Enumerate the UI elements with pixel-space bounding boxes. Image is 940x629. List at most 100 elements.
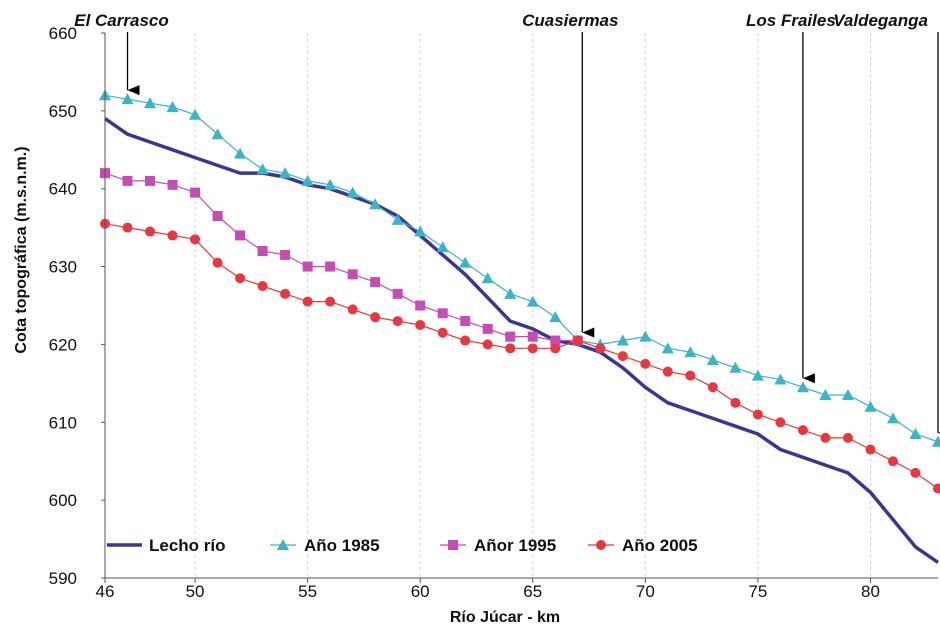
x-tick-label: 75 [748, 582, 767, 601]
legend-label: Año 2005 [622, 536, 698, 555]
data-point [437, 327, 448, 338]
data-point [301, 174, 314, 186]
data-point [347, 304, 358, 315]
data-point [189, 108, 202, 120]
legend-label: Añor 1995 [474, 536, 556, 555]
legend-item: Lecho río [107, 536, 226, 555]
data-point [448, 540, 458, 550]
data-point [212, 210, 223, 221]
data-point [526, 295, 539, 307]
data-point [481, 272, 494, 284]
data-point [504, 287, 517, 299]
y-tick-label: 610 [49, 413, 77, 432]
data-point [459, 256, 472, 268]
series-lecho-r-o [104, 117, 939, 564]
data-point [369, 198, 382, 210]
data-point [661, 342, 674, 354]
y-tick-label: 590 [49, 569, 77, 588]
x-tick-label: 70 [636, 582, 655, 601]
site-annotations: El Carrasco Cuasiermas Los FrailesValdegan… [74, 11, 940, 438]
data-point [864, 400, 877, 412]
data-point [166, 100, 179, 112]
data-point [729, 361, 742, 373]
data-point [234, 147, 247, 159]
data-point [617, 351, 628, 362]
data-point [437, 308, 448, 319]
data-point [482, 339, 493, 350]
legend-label: Lecho río [149, 536, 226, 555]
y-tick-label: 630 [49, 258, 77, 277]
site-label: Los Frailes [746, 11, 836, 30]
data-point [460, 316, 471, 327]
data-point [685, 370, 696, 381]
data-point [482, 323, 493, 334]
data-point [820, 432, 831, 443]
data-point [752, 409, 763, 420]
x-tick-label: 46 [96, 582, 115, 601]
data-point [616, 334, 629, 346]
data-point [190, 187, 201, 198]
data-point [684, 346, 697, 358]
data-point [346, 186, 359, 198]
data-point [167, 179, 178, 190]
data-point [414, 225, 427, 237]
data-point [596, 540, 606, 550]
legend: Lecho río Año 1985 Añor 1995 Año 2005 [107, 536, 698, 555]
x-tick-label: 55 [298, 582, 317, 601]
series-line [104, 94, 939, 443]
data-point [167, 230, 178, 241]
legend-label: Año 1985 [304, 536, 380, 555]
data-point [279, 167, 292, 179]
data-point [122, 175, 133, 186]
data-point [775, 417, 786, 428]
data-point [751, 369, 764, 381]
series-a-o-1985 [99, 89, 940, 447]
data-point [527, 331, 538, 342]
data-point [505, 331, 516, 342]
data-point [550, 335, 561, 346]
series-line [104, 223, 939, 489]
data-point [280, 249, 291, 260]
data-point [527, 343, 538, 354]
data-point [841, 389, 854, 401]
data-point [324, 178, 337, 190]
data-point [325, 296, 336, 307]
x-tick-label: 80 [861, 582, 880, 601]
data-point [706, 354, 719, 365]
series-a-o-2005 [100, 218, 940, 494]
data-point [302, 296, 313, 307]
x-tick-label: 50 [186, 582, 205, 601]
data-point [910, 467, 921, 478]
x-tick-label: 65 [523, 582, 542, 601]
data-point [415, 319, 426, 330]
data-point [662, 366, 673, 377]
data-point [933, 483, 940, 494]
data-point [392, 288, 403, 299]
series-line [104, 117, 939, 564]
data-point [392, 316, 403, 327]
data-point [640, 358, 651, 369]
data-point [302, 261, 313, 272]
data-point [505, 343, 516, 354]
site-label: Valdeganga [833, 11, 928, 30]
data-point [549, 311, 562, 323]
y-tick-label: 600 [49, 491, 77, 510]
data-point [256, 163, 269, 175]
x-axis-title: Río Júcar - km [450, 609, 560, 626]
data-point [886, 412, 899, 424]
data-point [280, 288, 291, 299]
legend-item: Año 1985 [270, 536, 380, 555]
data-point [325, 261, 336, 272]
data-point [707, 382, 718, 393]
data-point [639, 330, 652, 342]
data-point [865, 444, 876, 455]
data-point [436, 241, 449, 253]
data-point [460, 335, 471, 346]
legend-item: Añor 1995 [440, 536, 556, 555]
data-point [347, 269, 358, 280]
site-label: El Carrasco [74, 11, 169, 30]
site-label: Cuasiermas [522, 11, 618, 30]
y-tick-label: 650 [49, 102, 77, 121]
axes: 46 50 55 60 65 70 75 80 590 600 610 620 630 640 650 660 [49, 24, 938, 601]
